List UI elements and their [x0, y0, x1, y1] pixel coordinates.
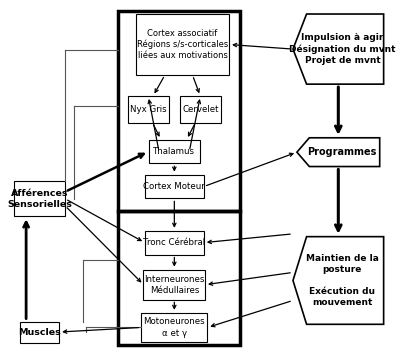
Text: Muscles: Muscles: [18, 327, 61, 337]
Bar: [141, 313, 207, 342]
Bar: [180, 96, 221, 122]
Text: Afférences
Sensorielles: Afférences Sensorielles: [7, 189, 72, 209]
Bar: [128, 96, 169, 122]
Text: Interneurones
Médullaires: Interneurones Médullaires: [144, 275, 204, 295]
Text: Cervelet: Cervelet: [182, 105, 219, 114]
Text: Programmes: Programmes: [307, 147, 377, 157]
Text: Cortex Moteur: Cortex Moteur: [144, 182, 205, 191]
Bar: [20, 321, 59, 342]
Bar: [118, 11, 240, 211]
Bar: [145, 231, 204, 254]
Text: Cortex associatif
Régions s/s-corticales
liées aux motivations: Cortex associatif Régions s/s-corticales…: [137, 29, 228, 61]
Bar: [118, 211, 240, 345]
Text: Nyx Gris: Nyx Gris: [130, 105, 166, 114]
Polygon shape: [297, 138, 380, 166]
Bar: [14, 181, 65, 216]
Bar: [136, 14, 229, 75]
Text: Tronc Cérébral: Tronc Cérébral: [143, 238, 205, 247]
Text: Motoneurones
α et γ: Motoneurones α et γ: [144, 318, 205, 338]
Bar: [145, 175, 204, 199]
Bar: [149, 139, 200, 163]
Text: Thalamus: Thalamus: [153, 147, 195, 156]
Bar: [143, 270, 206, 300]
Polygon shape: [293, 237, 384, 324]
Text: Impulsion à agir
Désignation du mvnt
Projet de mvnt: Impulsion à agir Désignation du mvnt Pro…: [289, 33, 396, 65]
Polygon shape: [293, 14, 384, 84]
Text: Maintien de la
posture

Exécution du
mouvement: Maintien de la posture Exécution du mouv…: [306, 254, 379, 307]
